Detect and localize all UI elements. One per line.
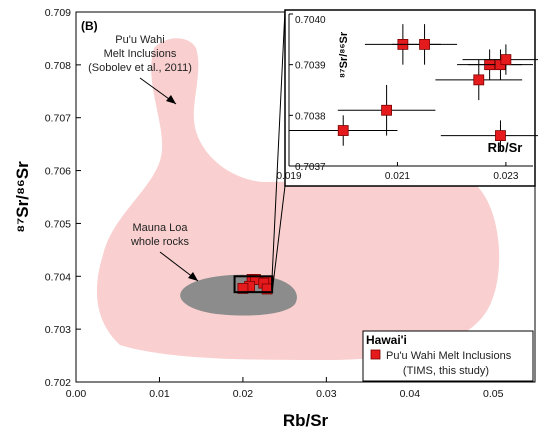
puu-wahi-annotation-line2: Melt Inclusions bbox=[104, 48, 177, 60]
inset-x-tick-label: 0.023 bbox=[493, 171, 518, 182]
inset-y-tick-label: 0.7037 bbox=[295, 162, 326, 173]
inset-data-point bbox=[500, 54, 512, 65]
inset-y-axis-label: ⁸⁷Sr/⁸⁶Sr bbox=[338, 31, 350, 78]
legend-entry-line2: (TIMS, this study) bbox=[403, 365, 489, 377]
x-axis-label: Rb/Sr bbox=[283, 411, 329, 430]
inset-data-point bbox=[473, 74, 485, 86]
zoom-box bbox=[233, 275, 274, 294]
x-tick-label: 0.02 bbox=[233, 388, 254, 400]
x-tick-label: 0.05 bbox=[483, 388, 504, 400]
y-tick-label: 0.709 bbox=[45, 7, 71, 19]
legend-swatch bbox=[370, 349, 381, 360]
inset-x-tick-label: 0.021 bbox=[385, 171, 410, 182]
inset-data-point bbox=[419, 39, 430, 50]
mauna-loa-annotation-line2: whole rocks bbox=[130, 236, 190, 248]
mauna-loa-arrowhead bbox=[188, 272, 198, 281]
inset-data-point bbox=[381, 104, 393, 116]
mauna-loa-annotation-line1: Mauna Loa bbox=[132, 222, 188, 234]
puu-wahi-annotation-line1: Pu'u Wahi bbox=[115, 34, 164, 46]
y-tick-label: 0.702 bbox=[45, 377, 71, 389]
y-tick-label: 0.705 bbox=[45, 218, 71, 230]
x-tick-label: 0.04 bbox=[400, 388, 421, 400]
y-tick-label: 0.703 bbox=[45, 324, 71, 336]
puu-wahi-arrowhead bbox=[166, 95, 176, 104]
inset-connector-bottom bbox=[271, 185, 286, 293]
puu-wahi-field-region bbox=[96, 38, 500, 360]
puu-wahi-annotation-line3: (Sobolev et al., 2011) bbox=[88, 62, 192, 74]
legend-entry-line1: Pu'u Wahi Melt Inclusions bbox=[386, 350, 512, 362]
inset-y-tick-label: 0.7040 bbox=[295, 15, 326, 26]
legend-title: Hawai'i bbox=[366, 333, 407, 347]
inset-y-tick-label: 0.7038 bbox=[295, 111, 326, 122]
inset-data-point bbox=[337, 125, 349, 136]
y-tick-label: 0.707 bbox=[45, 113, 71, 125]
y-axis-label: ⁸⁷Sr/⁸⁶Sr bbox=[13, 161, 32, 233]
y-tick-label: 0.708 bbox=[45, 60, 71, 72]
panel-label: (B) bbox=[81, 19, 98, 33]
x-tick-label: 0.03 bbox=[316, 388, 337, 400]
legend-box bbox=[362, 330, 534, 382]
x-tick-label: 0.01 bbox=[149, 388, 170, 400]
inset-panel bbox=[284, 9, 536, 187]
inset-x-tick-label: 0.019 bbox=[276, 171, 301, 182]
x-tick-label: 0.00 bbox=[66, 388, 87, 400]
main-data-point bbox=[237, 283, 249, 294]
y-tick-label: 0.704 bbox=[45, 271, 71, 283]
inset-connector-top bbox=[271, 9, 286, 277]
inset-data-point bbox=[495, 130, 506, 142]
y-tick-label: 0.706 bbox=[45, 166, 71, 178]
inset-y-tick-label: 0.7039 bbox=[295, 61, 326, 72]
inset-x-axis-label: Rb/Sr bbox=[488, 140, 523, 155]
